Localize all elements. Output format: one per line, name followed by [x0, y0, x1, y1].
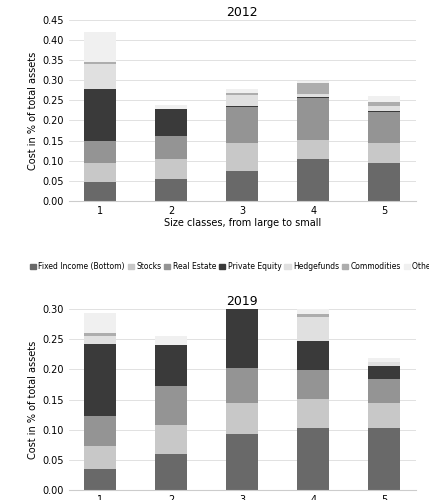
Bar [227, 172, 258, 201]
Bar [155, 109, 187, 136]
Bar [227, 368, 258, 402]
Bar [297, 96, 329, 98]
Bar [155, 136, 187, 158]
Bar [227, 263, 258, 269]
Bar [369, 102, 400, 106]
Bar [369, 111, 400, 112]
Bar [85, 62, 116, 64]
Bar [85, 32, 116, 62]
Bar [297, 160, 329, 201]
Bar [227, 107, 258, 144]
Bar [369, 142, 400, 163]
Bar [369, 366, 400, 378]
Bar [85, 163, 116, 182]
Bar [227, 270, 258, 272]
Bar [155, 425, 187, 454]
Bar [227, 94, 258, 106]
Bar [227, 106, 258, 107]
Bar [297, 314, 329, 317]
Bar [297, 94, 329, 96]
Bar [369, 96, 400, 102]
Bar [369, 112, 400, 142]
Bar [85, 182, 116, 201]
Bar [369, 162, 400, 201]
Title: 2019: 2019 [227, 295, 258, 308]
Legend: Fixed Income (Bottom), Stocks, Real Estate, Private Equity, Hedgefunds, Commodit: Fixed Income (Bottom), Stocks, Real Esta… [27, 259, 429, 274]
Bar [85, 336, 116, 344]
Bar [227, 402, 258, 434]
Bar [85, 64, 116, 88]
Bar [297, 428, 329, 490]
Bar [227, 90, 258, 92]
Bar [297, 370, 329, 399]
Y-axis label: Cost in % of total assets: Cost in % of total assets [28, 52, 38, 170]
Bar [369, 428, 400, 490]
Bar [369, 362, 400, 366]
Y-axis label: Cost in % of total assets: Cost in % of total assets [28, 340, 38, 458]
Bar [297, 399, 329, 428]
X-axis label: Size classes, from large to small: Size classes, from large to small [164, 218, 321, 228]
Bar [297, 80, 329, 82]
Bar [297, 309, 329, 314]
Bar [297, 341, 329, 370]
Bar [297, 98, 329, 140]
Bar [85, 416, 116, 446]
Bar [227, 272, 258, 368]
Bar [297, 140, 329, 160]
Bar [85, 446, 116, 469]
Bar [155, 178, 187, 201]
Bar [297, 82, 329, 94]
Bar [85, 313, 116, 334]
Bar [369, 106, 400, 111]
Bar [155, 105, 187, 109]
Bar [155, 454, 187, 490]
Bar [85, 88, 116, 141]
Bar [227, 269, 258, 270]
Bar [227, 92, 258, 94]
Bar [85, 344, 116, 416]
Bar [297, 317, 329, 341]
Bar [369, 402, 400, 428]
Bar [155, 158, 187, 178]
Bar [85, 469, 116, 490]
Bar [227, 144, 258, 172]
Bar [155, 386, 187, 425]
Bar [155, 336, 187, 345]
Bar [369, 358, 400, 362]
Title: 2012: 2012 [227, 6, 258, 19]
Bar [85, 141, 116, 163]
Bar [85, 334, 116, 336]
Bar [155, 345, 187, 386]
Bar [227, 434, 258, 490]
Bar [369, 378, 400, 402]
